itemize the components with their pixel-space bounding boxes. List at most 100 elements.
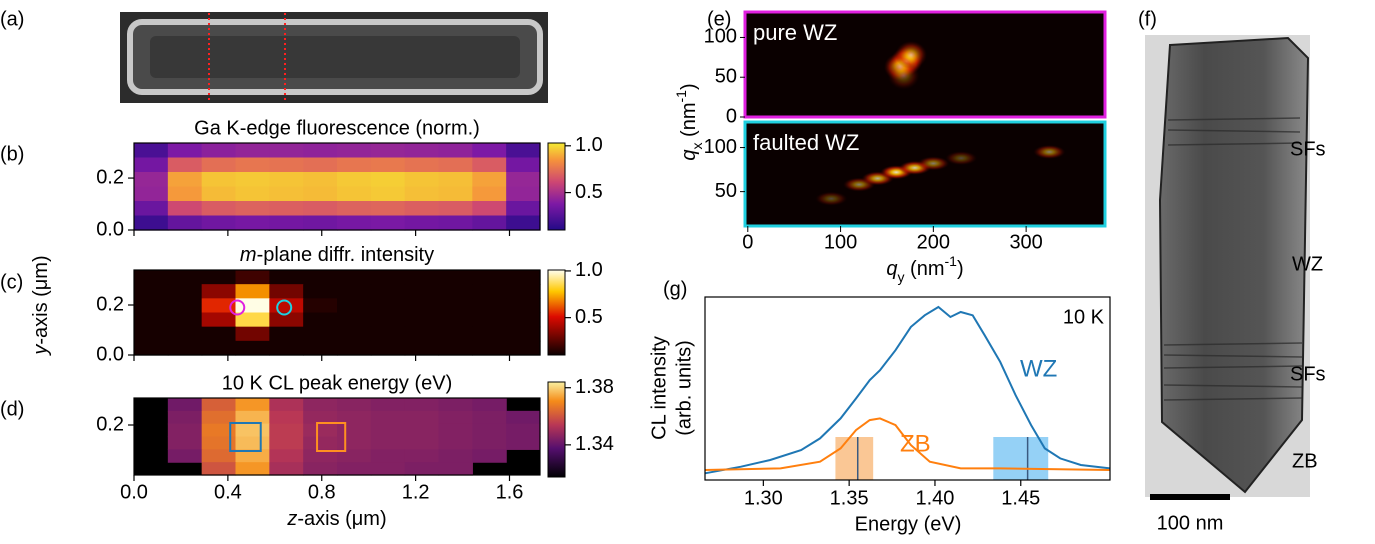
heatmap-cell (371, 201, 405, 216)
heatmap-cell (506, 327, 540, 342)
heatmap-cell (506, 216, 540, 231)
heatmap-cell (439, 341, 473, 356)
heatmap-cell (371, 172, 405, 187)
heatmap-cell (439, 449, 473, 462)
x-tick-label: 1.45 (1001, 487, 1040, 509)
heatmap-cell (371, 327, 405, 342)
heatmap-cell (269, 216, 303, 231)
figure: (a)(b)(c)(d)(e)(g)(f)0.00.20.51.0Ga K-ed… (0, 0, 1375, 544)
heatmap-cell (439, 298, 473, 313)
heatmap-cell (506, 298, 540, 313)
colorbar-tick-label: 1.0 (575, 134, 603, 156)
heatmap-cell (472, 201, 506, 216)
heatmap-cell (472, 172, 506, 187)
heatmap-cell (337, 187, 371, 202)
heatmap-cell (472, 398, 506, 411)
heatmap-cell (439, 284, 473, 299)
heatmap-cell (168, 172, 202, 187)
heatmap-cell (371, 284, 405, 299)
x-tick-label: 1.35 (830, 487, 869, 509)
heatmap-cell (337, 158, 371, 173)
heatmap-cell (472, 341, 506, 356)
heatmap-cell (472, 158, 506, 173)
heatmap-cell (506, 172, 540, 187)
heatmap-cell (269, 143, 303, 158)
y-tick-label: 100 (704, 26, 737, 48)
heatmap-cell (269, 398, 303, 411)
heatmap-cell (236, 270, 270, 285)
heatmap-cell (168, 411, 202, 424)
diffraction-spot (917, 156, 949, 170)
heatmap-cell (168, 437, 202, 450)
heatmap-cell (371, 143, 405, 158)
x-axis-label-part: y (898, 269, 905, 285)
heatmap-cell (439, 398, 473, 411)
colorbar-tick-label: 0.5 (575, 181, 603, 203)
heatmap-cell (168, 398, 202, 411)
y-axis-label-part: x (689, 143, 705, 150)
heatmap-cell (269, 411, 303, 424)
y-axis-label: y-axis (μm) (30, 255, 52, 356)
heatmap-cell (405, 424, 439, 437)
heatmap-cell (405, 172, 439, 187)
panel-title: 10 K CL peak energy (eV) (222, 372, 453, 394)
panel-title-part: -plane diffr. intensity (257, 244, 435, 266)
heatmap-cell (303, 284, 337, 299)
x-tick-label: 1.2 (402, 481, 430, 503)
heatmap-cell (371, 298, 405, 313)
heatmap-cell (405, 341, 439, 356)
heatmap-cell (303, 172, 337, 187)
heatmap-cell (506, 313, 540, 328)
heatmap-cell (472, 270, 506, 285)
heatmap-cell (337, 172, 371, 187)
heatmap-cell (134, 341, 168, 356)
heatmap-cell (236, 327, 270, 342)
y-axis-label-part: ) (678, 83, 700, 90)
heatmap-cell (472, 298, 506, 313)
heatmap-cell (405, 462, 439, 475)
heatmap-cell (472, 187, 506, 202)
heatmap-cell (439, 158, 473, 173)
heatmap-cell (472, 424, 506, 437)
heatmap-cell (202, 201, 236, 216)
heatmap-cell (168, 313, 202, 328)
heatmap-cell (236, 437, 270, 450)
heatmap-cell (506, 187, 540, 202)
heatmap-cell (202, 284, 236, 299)
y-tick-label: 100 (704, 136, 737, 158)
series-label: WZ (1020, 355, 1057, 382)
heatmap-cell (472, 313, 506, 328)
heatmap-cell (236, 462, 270, 475)
panel-title: Ga K-edge fluorescence (norm.) (194, 117, 480, 139)
heatmap-cell (506, 284, 540, 299)
colorbar (548, 382, 565, 477)
x-tick-label: 1.40 (915, 487, 954, 509)
y-tick-label: 0.0 (96, 343, 124, 365)
heatmap-cell (371, 216, 405, 231)
heatmap-cell (303, 216, 337, 231)
heatmap-cell (269, 327, 303, 342)
heatmap-cell (439, 270, 473, 285)
heatmap-cell (337, 270, 371, 285)
heatmap-cell (202, 270, 236, 285)
heatmap-cell (405, 270, 439, 285)
heatmap-cell (439, 172, 473, 187)
heatmap-cell (134, 143, 168, 158)
tem-annotation: WZ (1292, 253, 1323, 275)
heatmap-cell (472, 449, 506, 462)
heatmap-cell (405, 298, 439, 313)
heatmap-cell (337, 341, 371, 356)
heatmap-cell (337, 216, 371, 231)
heatmap-cell (303, 201, 337, 216)
heatmap-cell (472, 411, 506, 424)
heatmap-cell (371, 424, 405, 437)
heatmap-cell (236, 398, 270, 411)
heatmap-cell (168, 201, 202, 216)
heatmap-cell (506, 158, 540, 173)
heatmap-cell (236, 201, 270, 216)
heatmap-cell (134, 158, 168, 173)
x-axis-label-part: ) (957, 258, 964, 280)
heatmap-cell (168, 270, 202, 285)
heatmap-cell (337, 462, 371, 475)
heatmap-cell (506, 424, 540, 437)
